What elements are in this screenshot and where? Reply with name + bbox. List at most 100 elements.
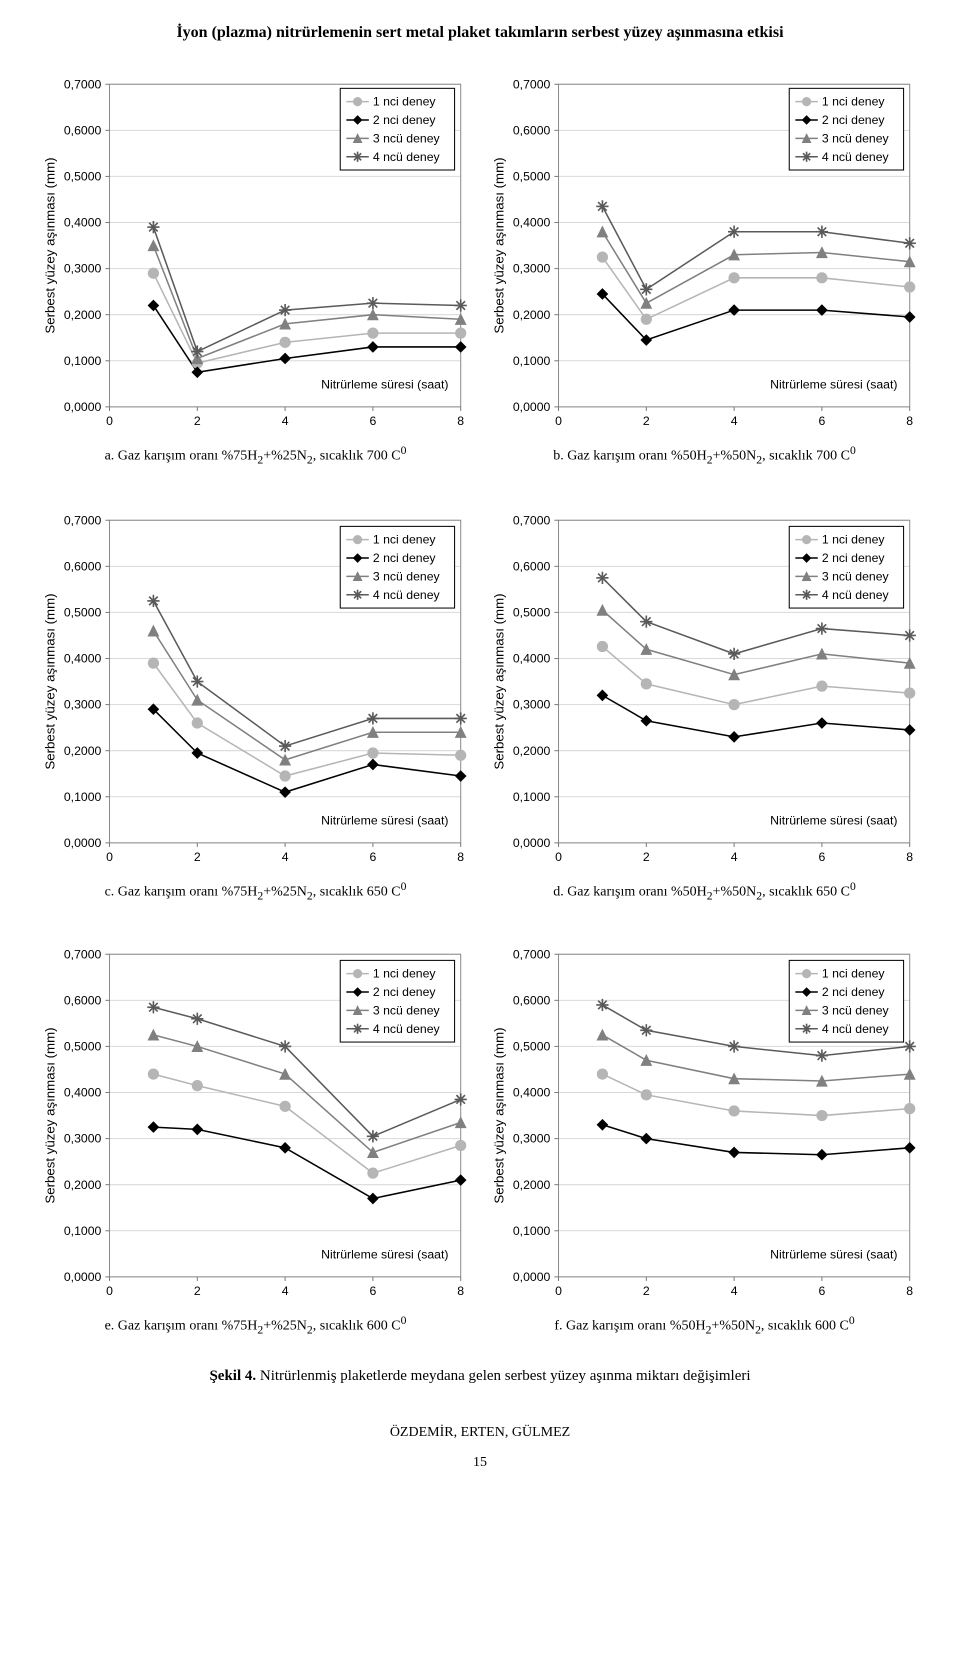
svg-text:Nitrürleme süresi (saat): Nitrürleme süresi (saat) xyxy=(770,377,897,391)
svg-text:0,4000: 0,4000 xyxy=(513,216,551,230)
svg-text:0,3000: 0,3000 xyxy=(513,1132,551,1146)
svg-text:0,4000: 0,4000 xyxy=(64,216,102,230)
svg-text:3 ncü deney: 3 ncü deney xyxy=(822,1003,890,1017)
svg-text:0,6000: 0,6000 xyxy=(64,123,102,137)
svg-text:6: 6 xyxy=(818,850,825,864)
svg-text:2 nci deney: 2 nci deney xyxy=(822,113,886,127)
svg-text:4: 4 xyxy=(731,1284,738,1298)
svg-text:6: 6 xyxy=(369,1284,376,1298)
svg-text:2: 2 xyxy=(194,1284,201,1298)
svg-text:8: 8 xyxy=(906,850,913,864)
svg-text:0,5000: 0,5000 xyxy=(513,1039,551,1053)
charts-grid-2: 0,0000 0,1000 0,2000 0,3000 0,4000 0,5000 0,60… xyxy=(36,942,924,1350)
svg-text:3 ncü deney: 3 ncü deney xyxy=(373,131,441,145)
chart-e: 0,00000,10000,20000,30000,40000,50000,60… xyxy=(36,942,475,1350)
svg-text:0,2000: 0,2000 xyxy=(64,1178,102,1192)
svg-text:0: 0 xyxy=(106,414,113,428)
svg-text:0,0000: 0,0000 xyxy=(513,1270,551,1284)
page-title: İyon (plazma) nitrürlemenin sert metal p… xyxy=(36,24,924,42)
caption-b: b. Gaz karışım oranı %50H2+%50N2, sıcakl… xyxy=(485,444,924,466)
svg-text:2: 2 xyxy=(643,1284,650,1298)
svg-text:1 nci deney: 1 nci deney xyxy=(822,95,886,109)
svg-text:3 ncü deney: 3 ncü deney xyxy=(373,569,441,583)
svg-text:4: 4 xyxy=(282,414,289,428)
svg-text:1 nci deney: 1 nci deney xyxy=(373,95,437,109)
svg-text:0: 0 xyxy=(555,850,562,864)
svg-text:0,0000: 0,0000 xyxy=(513,400,551,414)
svg-text:0,1000: 0,1000 xyxy=(513,354,551,368)
svg-text:4 ncü deney: 4 ncü deney xyxy=(373,588,441,602)
svg-text:4: 4 xyxy=(731,414,738,428)
figure-caption-bold: Şekil 4. xyxy=(209,1368,256,1384)
svg-text:4: 4 xyxy=(282,850,289,864)
svg-text:4 ncü deney: 4 ncü deney xyxy=(373,150,441,164)
svg-text:0,7000: 0,7000 xyxy=(64,77,102,91)
svg-text:Serbest yüzey aşınması (mm): Serbest yüzey aşınması (mm) xyxy=(491,157,506,333)
svg-text:1 nci deney: 1 nci deney xyxy=(822,533,886,547)
svg-text:4 ncü deney: 4 ncü deney xyxy=(373,1022,441,1036)
svg-text:6: 6 xyxy=(369,414,376,428)
svg-text:0,1000: 0,1000 xyxy=(64,1224,102,1238)
caption-f: f. Gaz karışım oranı %50H2+%50N2, sıcakl… xyxy=(485,1314,924,1336)
svg-text:3 ncü deney: 3 ncü deney xyxy=(822,569,890,583)
svg-text:0,6000: 0,6000 xyxy=(64,559,102,573)
svg-text:0,2000: 0,2000 xyxy=(64,308,102,322)
svg-text:0,4000: 0,4000 xyxy=(513,1086,551,1100)
charts-grid: 0,0000 0,1000 0,2000 0,3000 0,4000 0,5000 0,60… xyxy=(36,72,924,916)
chart-a: 0,00000,10000,20000,30000,40000,50000,60… xyxy=(36,72,475,480)
caption-e: e. Gaz karışım oranı %75H2+%25N2, sıcakl… xyxy=(36,1314,475,1336)
chart-svg-c: 0,00000,10000,20000,30000,40000,50000,60… xyxy=(36,508,475,876)
chart-svg-d: 0,00000,10000,20000,30000,40000,50000,60… xyxy=(485,508,924,876)
chart-f: 0,00000,10000,20000,30000,40000,50000,60… xyxy=(485,942,924,1350)
footer-authors: ÖZDEMİR, ERTEN, GÜLMEZ xyxy=(36,1425,924,1441)
svg-text:0,6000: 0,6000 xyxy=(513,993,551,1007)
svg-text:Serbest yüzey aşınması (mm): Serbest yüzey aşınması (mm) xyxy=(491,1027,506,1203)
svg-text:2: 2 xyxy=(194,850,201,864)
svg-text:6: 6 xyxy=(818,1284,825,1298)
svg-text:0,5000: 0,5000 xyxy=(64,170,102,184)
svg-text:4: 4 xyxy=(282,1284,289,1298)
svg-text:0,5000: 0,5000 xyxy=(513,605,551,619)
svg-text:Serbest yüzey aşınması (mm): Serbest yüzey aşınması (mm) xyxy=(491,593,506,769)
svg-text:0,0000: 0,0000 xyxy=(513,836,551,850)
svg-text:0,0000: 0,0000 xyxy=(64,400,102,414)
svg-text:1 nci deney: 1 nci deney xyxy=(822,967,886,981)
svg-text:3 ncü deney: 3 ncü deney xyxy=(822,131,890,145)
svg-text:2 nci deney: 2 nci deney xyxy=(373,113,437,127)
chart-c: 0,00000,10000,20000,30000,40000,50000,60… xyxy=(36,508,475,916)
svg-text:0,0000: 0,0000 xyxy=(64,1270,102,1284)
svg-text:0,7000: 0,7000 xyxy=(513,513,551,527)
svg-text:8: 8 xyxy=(457,1284,464,1298)
svg-text:0,2000: 0,2000 xyxy=(64,744,102,758)
svg-text:Nitrürleme süresi (saat): Nitrürleme süresi (saat) xyxy=(321,1247,448,1261)
svg-text:0,4000: 0,4000 xyxy=(64,652,102,666)
svg-text:6: 6 xyxy=(369,850,376,864)
svg-text:0,3000: 0,3000 xyxy=(513,698,551,712)
svg-text:1 nci deney: 1 nci deney xyxy=(373,967,437,981)
figure-caption-rest: Nitrürlenmiş plaketlerde meydana gelen s… xyxy=(260,1368,751,1384)
svg-text:0,7000: 0,7000 xyxy=(513,947,551,961)
svg-text:0,6000: 0,6000 xyxy=(513,559,551,573)
svg-text:0,1000: 0,1000 xyxy=(513,790,551,804)
svg-text:4 ncü deney: 4 ncü deney xyxy=(822,588,890,602)
svg-text:0,3000: 0,3000 xyxy=(513,262,551,276)
svg-text:0,3000: 0,3000 xyxy=(64,1132,102,1146)
svg-text:Nitrürleme süresi (saat): Nitrürleme süresi (saat) xyxy=(321,813,448,827)
svg-text:0,6000: 0,6000 xyxy=(513,123,551,137)
svg-text:2 nci deney: 2 nci deney xyxy=(373,551,437,565)
svg-text:4 ncü deney: 4 ncü deney xyxy=(822,150,890,164)
chart-svg-f: 0,00000,10000,20000,30000,40000,50000,60… xyxy=(485,942,924,1310)
svg-text:0,1000: 0,1000 xyxy=(64,354,102,368)
svg-text:0,1000: 0,1000 xyxy=(513,1224,551,1238)
svg-text:0,4000: 0,4000 xyxy=(513,652,551,666)
svg-text:6: 6 xyxy=(818,414,825,428)
svg-text:Nitrürleme süresi (saat): Nitrürleme süresi (saat) xyxy=(770,813,897,827)
caption-d: d. Gaz karışım oranı %50H2+%50N2, sıcakl… xyxy=(485,880,924,902)
svg-text:0,5000: 0,5000 xyxy=(513,170,551,184)
svg-text:Serbest yüzey aşınması (mm): Serbest yüzey aşınması (mm) xyxy=(42,593,57,769)
svg-text:0: 0 xyxy=(555,1284,562,1298)
chart-d: 0,00000,10000,20000,30000,40000,50000,60… xyxy=(485,508,924,916)
svg-text:8: 8 xyxy=(906,414,913,428)
svg-text:0,7000: 0,7000 xyxy=(64,513,102,527)
svg-text:4 ncü deney: 4 ncü deney xyxy=(822,1022,890,1036)
